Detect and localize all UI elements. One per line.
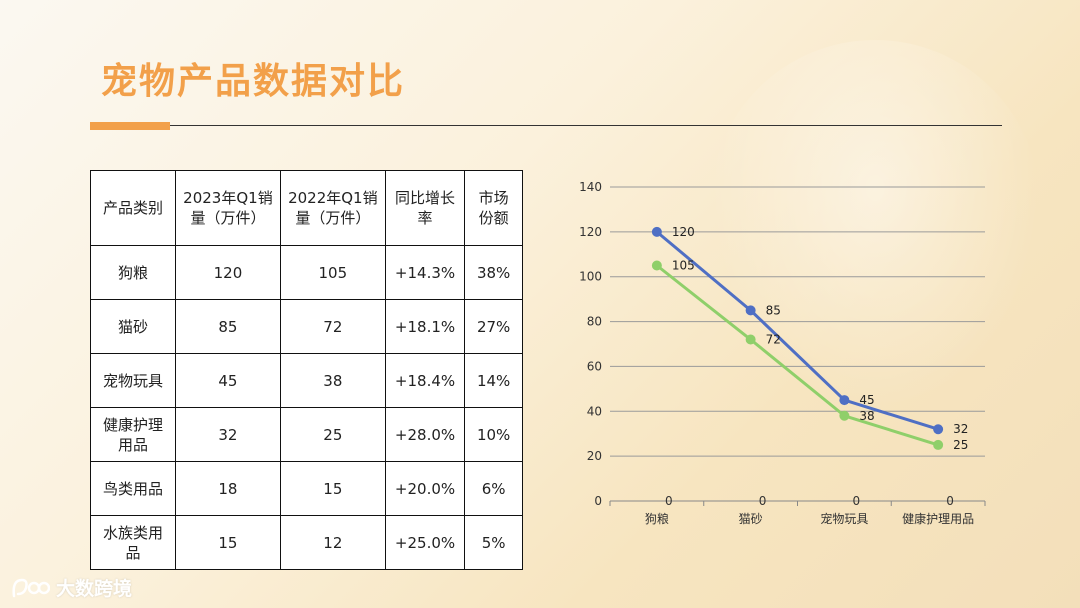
baseline-label: 0	[853, 494, 861, 508]
data-point	[839, 395, 850, 406]
data-point	[933, 439, 944, 450]
cell-2023: 18	[175, 461, 281, 516]
header-2023-q1: 2023年Q1销量（万件）	[175, 170, 281, 246]
cell-2022: 38	[279, 353, 386, 408]
cell-2023: 15	[175, 515, 281, 570]
table-row: 健康护理用品 32 25 +28.0% 10%	[90, 407, 523, 462]
header-growth: 同比增长率	[384, 170, 466, 246]
y-tick-label: 120	[579, 225, 602, 239]
data-point	[745, 334, 756, 345]
cell-2022: 72	[279, 299, 386, 354]
baseline-label: 0	[665, 494, 673, 508]
cell-category: 鸟类用品	[90, 461, 176, 516]
y-tick-label: 100	[579, 270, 602, 284]
title-accent-bar	[90, 122, 170, 130]
cell-growth: +28.0%	[384, 407, 466, 462]
cell-growth: +25.0%	[384, 515, 466, 570]
table-header-row: 产品类别 2023年Q1销量（万件） 2022年Q1销量（万件） 同比增长率 市…	[90, 170, 523, 246]
series-line	[655, 264, 939, 447]
y-tick-label: 20	[587, 449, 602, 463]
cell-share: 5%	[464, 515, 523, 570]
y-tick-label: 140	[579, 180, 602, 194]
logo-text: 大数跨境	[56, 578, 133, 600]
product-comparison-table: 产品类别 2023年Q1销量（万件） 2022年Q1销量（万件） 同比增长率 市…	[90, 170, 523, 570]
table-row: 宠物玩具 45 38 +18.4% 14%	[90, 353, 523, 408]
cell-growth: +20.0%	[384, 461, 466, 516]
y-tick-label: 60	[587, 359, 602, 373]
cell-share: 6%	[464, 461, 523, 516]
data-point	[651, 226, 662, 237]
cell-growth: +18.1%	[384, 299, 466, 354]
cell-category: 狗粮	[90, 245, 176, 300]
data-label: 85	[766, 303, 781, 317]
cell-share: 27%	[464, 299, 523, 354]
cell-2023: 45	[175, 353, 281, 408]
brand-logo: 大数跨境	[10, 574, 132, 601]
table-row: 猫砂 85 72 +18.1% 27%	[90, 299, 523, 354]
sales-line-chart: 0 20 40 60 80 100 120 140 狗粮 猫砂 宠物玩具 健康护理用品 0 0 0 0 120 8…	[579, 180, 986, 526]
header-share: 市场份额	[464, 170, 523, 246]
cell-2022: 25	[279, 407, 386, 462]
x-tick-label: 宠物玩具	[820, 511, 868, 526]
header-2022-q1: 2022年Q1销量（万件）	[279, 170, 386, 246]
data-label: 45	[859, 393, 874, 407]
cell-category: 宠物玩具	[90, 353, 176, 408]
cell-category: 水族类用品	[90, 515, 176, 570]
data-label: 38	[859, 409, 874, 423]
data-label: 120	[672, 225, 695, 239]
data-label: 72	[766, 333, 781, 347]
baseline-label: 0	[759, 494, 767, 508]
data-point	[839, 410, 850, 421]
series-line	[655, 230, 939, 431]
table-row: 水族类用品 15 12 +25.0% 5%	[90, 515, 523, 570]
cell-category: 猫砂	[90, 299, 176, 354]
data-label: 25	[953, 438, 968, 452]
page-title: 宠物产品数据对比	[101, 61, 406, 102]
cell-2022: 15	[279, 461, 386, 516]
cell-share: 14%	[464, 353, 523, 408]
y-tick-label: 80	[587, 315, 602, 329]
data-point	[933, 424, 944, 435]
cell-2023: 32	[175, 407, 281, 462]
table-row: 鸟类用品 18 15 +20.0% 6%	[90, 461, 523, 516]
cell-growth: +18.4%	[384, 353, 466, 408]
baseline-label: 0	[946, 494, 954, 508]
x-tick-label: 健康护理用品	[902, 511, 974, 526]
cell-share: 10%	[464, 407, 523, 462]
data-label: 105	[672, 259, 695, 273]
header-category: 产品类别	[90, 170, 176, 246]
background-window-decoration	[710, 40, 1040, 410]
cell-share: 38%	[464, 245, 523, 300]
cell-2022: 105	[279, 245, 386, 300]
y-tick-label: 40	[587, 404, 602, 418]
title-divider	[170, 125, 1002, 126]
data-point	[651, 260, 662, 271]
x-tick-label: 狗粮	[645, 511, 669, 526]
y-tick-label: 0	[594, 494, 602, 508]
data-label: 32	[953, 422, 968, 436]
cell-growth: +14.3%	[384, 245, 466, 300]
x-tick-label: 猫砂	[739, 512, 763, 526]
cell-2023: 85	[175, 299, 281, 354]
cell-category: 健康护理用品	[90, 407, 176, 462]
logo-icon	[12, 578, 50, 597]
cell-2022: 12	[279, 515, 386, 570]
cell-2023: 120	[175, 245, 281, 300]
data-point	[745, 305, 756, 316]
table-row: 狗粮 120 105 +14.3% 38%	[90, 245, 523, 300]
